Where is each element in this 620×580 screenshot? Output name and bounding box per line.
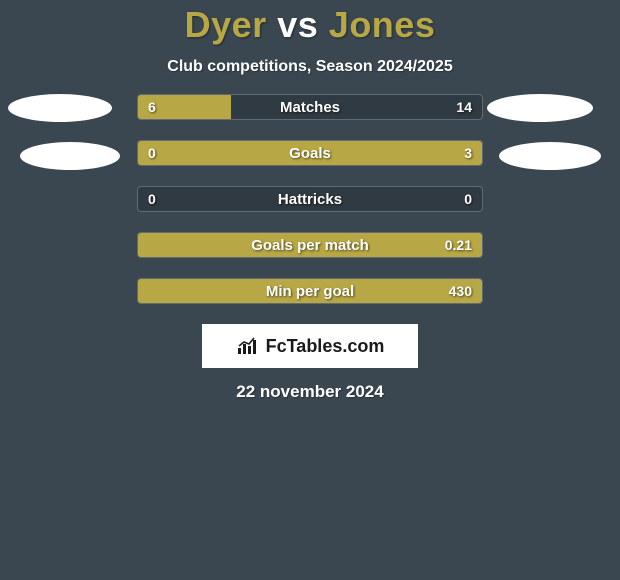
bars-container: 614Matches03Goals00Hattricks0.21Goals pe…	[137, 94, 483, 324]
stat-bar: 0.21Goals per match	[137, 232, 483, 258]
bar-value-right: 3	[464, 141, 472, 165]
bar-value-right: 14	[456, 95, 472, 119]
bar-value-right: 0	[464, 187, 472, 211]
player-badge-left	[20, 142, 120, 170]
header: Dyer vs Jones Club competitions, Season …	[0, 0, 620, 76]
stat-bar: 03Goals	[137, 140, 483, 166]
title-vs: vs	[277, 4, 318, 45]
bar-fill-right	[138, 279, 482, 303]
player-badge-right	[487, 94, 593, 122]
player-badge-right	[499, 142, 601, 170]
title-player1: Dyer	[185, 4, 267, 45]
stat-bar: 0 0Hattricks	[137, 186, 483, 212]
bar-fill-right	[138, 233, 482, 257]
fctables-logo: FcTables.com	[202, 324, 418, 368]
bar-value-right: 430	[449, 279, 472, 303]
bar-value-left: 0	[148, 187, 156, 211]
date-label: 22 november 2024	[0, 382, 620, 402]
bar-value-right: 0.21	[445, 233, 472, 257]
chart-icon	[236, 336, 260, 356]
subtitle: Club competitions, Season 2024/2025	[0, 58, 620, 76]
player-badge-left	[8, 94, 112, 122]
bar-fill-right	[138, 141, 482, 165]
bar-value-left: 6	[148, 95, 156, 119]
stat-bar: 430Min per goal	[137, 278, 483, 304]
bar-value-left: 0	[148, 141, 156, 165]
stat-bar: 614Matches	[137, 94, 483, 120]
logo-text: FcTables.com	[266, 336, 385, 357]
title-player2: Jones	[329, 4, 436, 45]
bar-label: Hattricks	[138, 187, 482, 211]
page-title: Dyer vs Jones	[0, 4, 620, 46]
